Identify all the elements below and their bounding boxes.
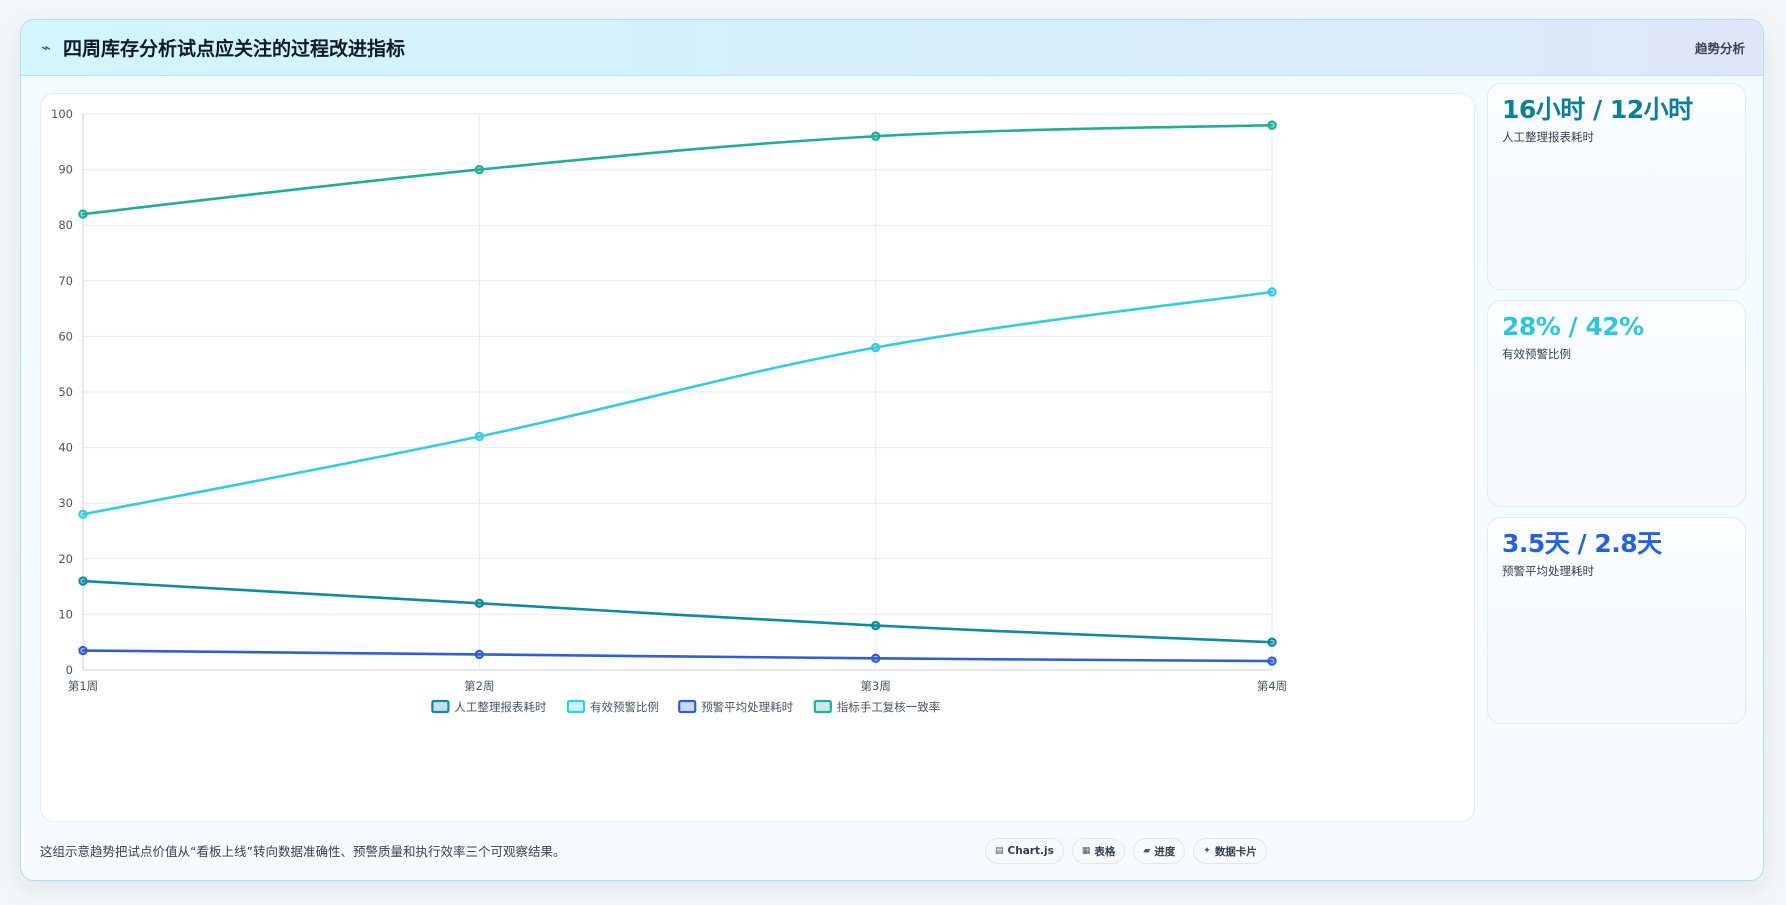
y-tick-label: 70: [58, 274, 73, 288]
legend-label: 预警平均处理耗时: [701, 700, 793, 714]
y-tick-label: 60: [58, 329, 73, 343]
series-line: [81, 649, 1274, 663]
footer-note: 这组示意趋势把试点价值从“看板上线”转向数据准确性、预警质量和执行效率三个可观察…: [40, 844, 566, 859]
legend-label: 有效预警比例: [590, 700, 659, 714]
chart-panel: 0 10 20 30 40 50 60 70 80 90 100 第1周 第2周 第3周 第4周人工整理报表…: [40, 93, 1475, 822]
data-card-icon: ✦: [1203, 846, 1211, 856]
y-tick-label: 100: [51, 107, 73, 121]
table-icon: ▦: [1081, 846, 1091, 856]
kpi-label: 有效预警比例: [1502, 347, 1571, 361]
y-tick-label: 30: [58, 496, 73, 510]
data-point: [78, 645, 88, 656]
pill-label: 数据卡片: [1214, 845, 1257, 858]
x-tick-label: 第1周: [68, 679, 98, 693]
data-point: [870, 620, 881, 631]
pill-table[interactable]: ▦ 表格: [1071, 838, 1126, 864]
data-point: [1267, 637, 1277, 647]
line-chart: 0 10 20 30 40 50 60 70 80 90 100 第1周 第2周 第3周 第4周人工整理报表…: [51, 107, 1287, 714]
kpi-card-handling-time: 3.5天 / 2.8天 预警平均处理耗时: [1487, 517, 1746, 724]
kpi-value: 16小时 / 12小时: [1502, 95, 1693, 124]
y-tick-label: 50: [58, 385, 73, 399]
data-point: [474, 598, 485, 608]
data-point: [78, 509, 88, 520]
legend-label: 人工整理报表耗时: [454, 700, 546, 714]
x-tick-label: 第4周: [1257, 679, 1287, 693]
kpi-label: 人工整理报表耗时: [1502, 130, 1594, 144]
y-tick-label: 10: [58, 607, 73, 621]
pill-progress[interactable]: ▰ 进度: [1133, 838, 1186, 864]
legend-label: 指标手工复核一致率: [837, 700, 941, 714]
trend-analysis-label: 趋势分析: [1694, 41, 1745, 56]
data-point: [474, 431, 485, 442]
view-switcher: ▤ Chart.js ▦ 表格 ▰ 进度 ✦ 数据卡片: [985, 838, 1267, 864]
legend-swatch: [566, 699, 586, 714]
y-tick-label: 90: [58, 163, 73, 177]
pill-label: 进度: [1154, 845, 1176, 858]
series-line: [81, 579, 1274, 644]
trend-line-icon: ⌁: [41, 38, 51, 57]
y-tick-label: 0: [66, 663, 73, 677]
kpi-value: 3.5天 / 2.8天: [1502, 529, 1662, 558]
chart-card: ⌁ 四周库存分析试点应关注的过程改进指标 趋势分析 0 10 20 30 40 50 60 7…: [20, 19, 1764, 881]
data-point: [78, 209, 88, 219]
data-point: [1267, 656, 1277, 666]
data-point: [870, 342, 881, 353]
pill-label: 表格: [1094, 845, 1116, 858]
legend-swatch: [431, 699, 450, 714]
legend-swatch: [813, 699, 832, 714]
card-header: ⌁ 四周库存分析试点应关注的过程改进指标 趋势分析: [21, 20, 1763, 76]
pill-chartjs[interactable]: ▤ Chart.js: [985, 838, 1064, 864]
kpi-card-alert-ratio: 28% / 42% 有效预警比例: [1487, 300, 1746, 507]
series-line: [81, 123, 1274, 216]
y-tick-label: 40: [58, 441, 73, 455]
pill-data-card[interactable]: ✦ 数据卡片: [1193, 838, 1267, 864]
chart-icon: ▤: [995, 846, 1004, 856]
y-tick-label: 20: [58, 552, 73, 566]
progress-icon: ▰: [1143, 846, 1151, 856]
data-point: [474, 649, 485, 660]
y-tick-label: 80: [58, 218, 73, 232]
pill-label: Chart.js: [1007, 845, 1054, 857]
kpi-value: 28% / 42%: [1502, 312, 1644, 341]
data-point: [1267, 287, 1277, 297]
x-tick-label: 第3周: [861, 679, 891, 693]
data-point: [870, 653, 881, 664]
kpi-card-report-time: 16小时 / 12小时 人工整理报表耗时: [1487, 83, 1746, 290]
data-point: [870, 131, 881, 141]
x-tick-label: 第2周: [464, 679, 494, 693]
series-line: [81, 290, 1274, 516]
data-point: [78, 576, 88, 586]
legend-swatch: [678, 699, 697, 714]
page-title: 四周库存分析试点应关注的过程改进指标: [63, 38, 406, 60]
data-point: [474, 164, 485, 175]
kpi-label: 预警平均处理耗时: [1502, 564, 1594, 578]
data-point: [1267, 120, 1277, 130]
